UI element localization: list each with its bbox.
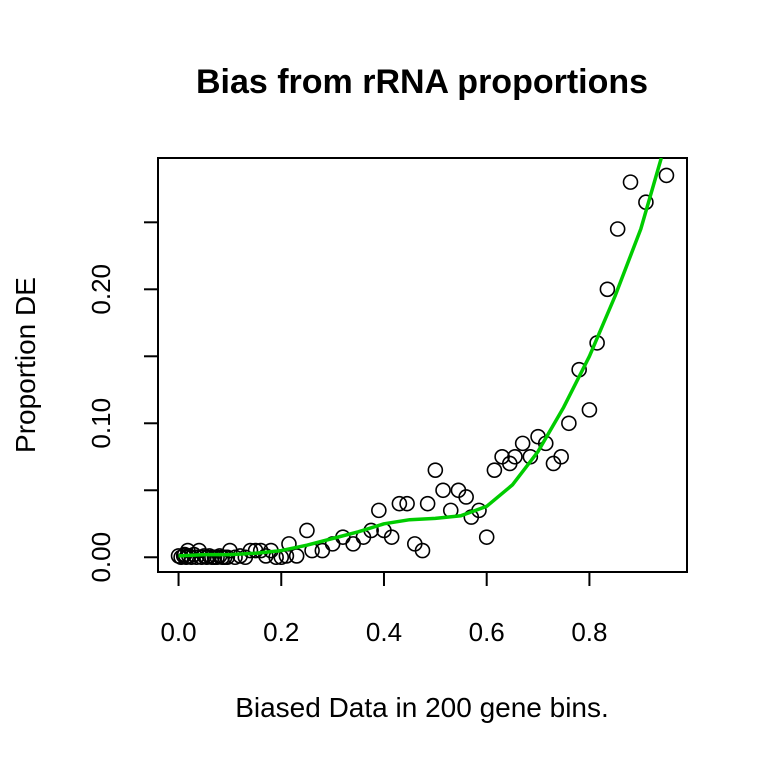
data-point (371, 502, 387, 519)
data-point (288, 548, 305, 564)
data-point (399, 495, 415, 512)
data-point (561, 415, 577, 432)
fit-line (178, 158, 663, 558)
data-point (435, 482, 451, 499)
data-point (514, 435, 531, 452)
data-point (258, 548, 274, 564)
data-point (188, 549, 205, 566)
plot-frame (157, 157, 688, 573)
data-point (219, 549, 236, 566)
data-point (242, 542, 259, 559)
data-point (419, 495, 436, 512)
x-axis: 0.0 0.2 0.4 0.6 0.8 (160, 571, 607, 647)
data-point (622, 174, 639, 190)
data-point (478, 529, 495, 545)
data-point (581, 402, 598, 418)
x-tick-label: 0.4 (366, 617, 402, 647)
y-axis-label: Proportion DE (10, 277, 41, 453)
data-point (599, 281, 616, 298)
data-point (427, 462, 444, 478)
fit-line-layer (178, 158, 663, 558)
data-point (553, 448, 569, 465)
x-tick-label: 0.6 (469, 617, 505, 647)
data-point (209, 549, 225, 566)
y-tick-label: 0.00 (86, 532, 116, 583)
data-point (609, 221, 626, 237)
data-point (414, 542, 431, 559)
x-tick-label: 0.0 (160, 617, 196, 647)
data-point (314, 542, 331, 559)
data-point (383, 529, 400, 545)
data-point (345, 536, 361, 552)
x-axis-label: Biased Data in 200 gene bins. (235, 692, 609, 723)
data-point (281, 536, 297, 552)
y-tick-label: 0.10 (86, 398, 116, 449)
data-point (198, 549, 215, 566)
data-point (486, 462, 503, 478)
data-point (507, 448, 523, 465)
chart-title: Bias from rRNA proportions (196, 63, 648, 101)
data-point (193, 549, 210, 566)
points-layer (170, 167, 675, 566)
data-point (658, 167, 675, 184)
data-point (391, 495, 408, 512)
data-point (458, 489, 474, 505)
x-tick-label: 0.2 (263, 617, 299, 647)
y-tick-label: 0.20 (86, 264, 116, 315)
y-axis: 0.00 0.10 0.20 (86, 221, 159, 583)
data-point (299, 522, 315, 539)
x-tick-label: 0.8 (571, 617, 607, 647)
